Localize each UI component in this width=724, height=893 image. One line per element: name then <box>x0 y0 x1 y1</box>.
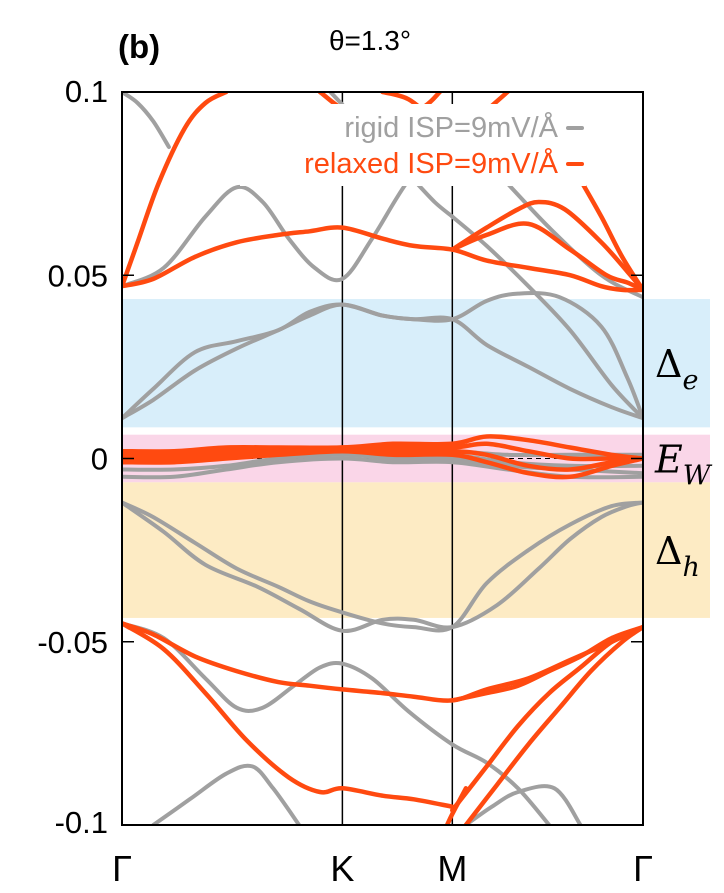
chart-title: θ=1.3° <box>329 25 411 56</box>
region-label-sub: W <box>683 461 713 492</box>
relaxed-band-1 <box>122 92 229 289</box>
ytick-label: 0 <box>91 442 108 477</box>
region-label-window: EW <box>654 438 713 492</box>
rigid-band-10 <box>151 763 302 825</box>
relaxed-band-3 <box>450 221 643 293</box>
relaxed-band-16 <box>444 786 469 825</box>
legend-label-rigid: rigid ISP=9mV/Å <box>344 111 558 144</box>
xtick-label-M: M <box>437 848 467 889</box>
region-label-gap-electron: Δe <box>655 342 698 396</box>
relaxed-band-0 <box>122 225 643 293</box>
panel-label: (b) <box>118 28 160 65</box>
xtick-label-K: K <box>330 848 354 889</box>
relaxed-band-9 <box>122 448 643 472</box>
relaxed-band-2 <box>450 199 643 293</box>
ytick-label: -0.1 <box>55 805 108 840</box>
ytick-label: -0.05 <box>37 625 108 660</box>
relaxed-band-14 <box>450 624 643 813</box>
relaxed-band-13 <box>450 624 643 703</box>
rigid-band-8 <box>122 500 643 633</box>
ytick-label: 0.1 <box>65 74 108 109</box>
region-label-gap-hole: Δh <box>655 529 700 583</box>
rigid-band-7 <box>122 500 643 633</box>
relaxed-band-8 <box>122 441 643 462</box>
legend-background <box>240 104 586 186</box>
series-relaxed <box>122 92 643 825</box>
region-label-sub: e <box>682 365 698 396</box>
relaxed-band-7 <box>122 434 643 461</box>
region-label-sub: h <box>682 552 699 583</box>
region-label-main: Δ <box>655 529 682 573</box>
region-labels-layer: Δe EW Δh <box>654 342 713 583</box>
ticks-layer: 0.10.050-0.05-0.1Γ K M Γ <box>37 74 653 889</box>
rigid-band-14 <box>450 214 643 421</box>
ytick-label: 0.05 <box>48 258 108 293</box>
bands-layer <box>122 92 643 825</box>
relaxed-band-15 <box>463 624 643 825</box>
relaxed-band-10 <box>122 448 643 480</box>
relaxed-band-6 <box>578 177 643 293</box>
rigid-band-1 <box>122 291 643 421</box>
legend-label-relaxed: relaxed ISP=9mV/Å <box>304 147 559 180</box>
rigid-band-2 <box>122 126 643 300</box>
xtick-label-Γ: Γ <box>633 848 653 889</box>
rigid-band-12 <box>122 92 171 149</box>
region-label-main: Δ <box>655 342 682 386</box>
rigid-band-11 <box>463 784 583 825</box>
region-label-main: E <box>654 438 683 482</box>
rigid-band-9 <box>122 621 552 825</box>
xtick-label-Γ: Γ <box>112 848 132 889</box>
relaxed-band-12 <box>122 621 455 809</box>
